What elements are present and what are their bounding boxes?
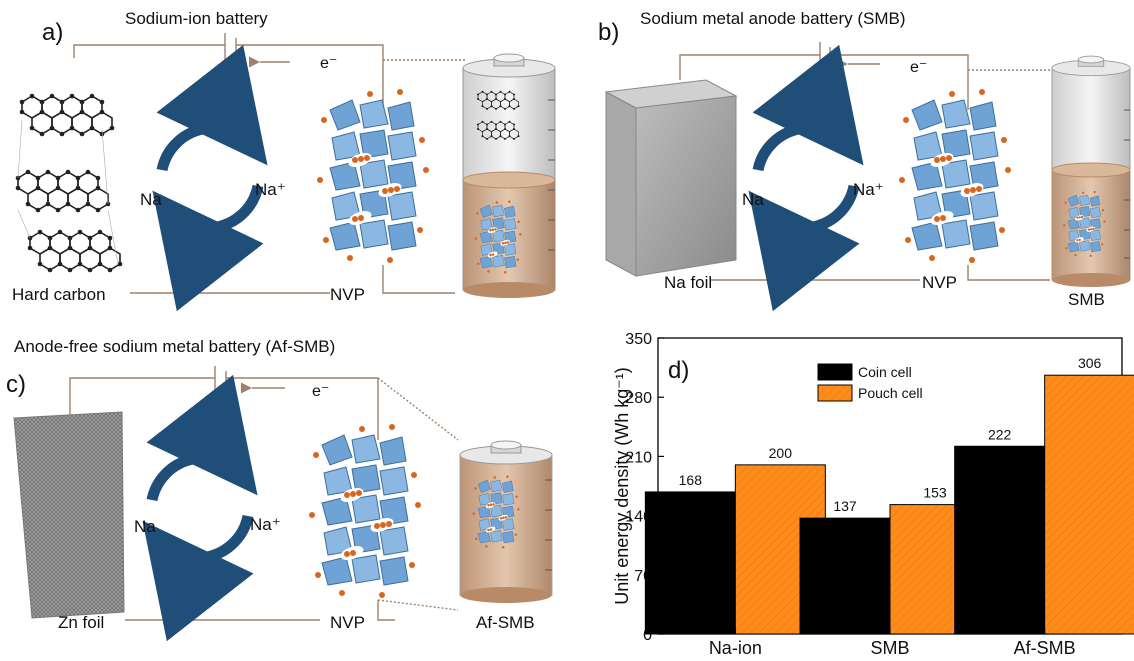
panel-b-cycle-arrows xyxy=(758,128,854,228)
x-tick-label: Af-SMB xyxy=(1014,638,1076,656)
y-tick-label: 0 xyxy=(643,627,652,644)
panel-d-letter: d) xyxy=(668,357,689,384)
panel-b-anode-label: Na foil xyxy=(664,273,712,292)
panel-b-battery-cell xyxy=(1051,55,1131,287)
na-foil-anode xyxy=(604,79,738,277)
panel-a-nvp-crystal xyxy=(316,88,430,264)
y-axis-label: Unit energy density (Wh kg⁻¹) xyxy=(612,367,632,605)
panel-c-na-label: Na xyxy=(134,517,156,536)
bar-pouch-2 xyxy=(1044,374,1134,635)
y-tick-label: 350 xyxy=(625,331,652,348)
panel-c-electron: e⁻ xyxy=(312,383,329,400)
panel-a-letter: a) xyxy=(42,19,63,46)
y-tick-label: 280 xyxy=(625,390,652,407)
data-label: 306 xyxy=(1078,355,1102,371)
panel-c-title: Anode-free sodium metal battery (Af-SMB) xyxy=(14,337,335,356)
x-tick-label: Na-ion xyxy=(709,638,762,656)
panel-c-cycle-arrows xyxy=(152,458,248,558)
x-tick-label: SMB xyxy=(870,638,909,656)
panel-c: Anode-free sodium metal battery (Af-SMB)… xyxy=(6,337,553,632)
panel-c-anode-label: Zn foil xyxy=(58,613,104,632)
panel-a-battery-cell xyxy=(462,53,556,298)
panel-b-na-plus-label: Na⁺ xyxy=(853,180,884,199)
panel-a: a) Sodium-ion battery e⁻ Hard carbon xyxy=(12,9,556,304)
panel-b: b) Sodium metal anode battery (SMB) e⁻ N… xyxy=(598,9,1131,309)
panel-c-na-plus-label: Na⁺ xyxy=(250,515,281,534)
panel-a-electron: e⁻ xyxy=(320,55,337,72)
panel-b-electron: e⁻ xyxy=(910,59,927,76)
panel-b-title: Sodium metal anode battery (SMB) xyxy=(640,9,906,28)
legend-swatch-pouch xyxy=(817,384,853,402)
panel-a-na-label: Na xyxy=(140,190,162,209)
panel-c-nvp-crystal xyxy=(308,423,422,599)
panel-b-cathode-label: NVP xyxy=(922,273,957,292)
data-label: 137 xyxy=(833,498,857,514)
legend-label: Pouch cell xyxy=(858,385,923,401)
panel-a-cycle-arrows xyxy=(162,128,258,228)
panel-c-cathode-label: NVP xyxy=(330,613,365,632)
panel-b-nvp-crystal xyxy=(898,88,1012,264)
panel-b-circuit xyxy=(679,42,1055,281)
hard-carbon-anode xyxy=(14,92,124,274)
panel-a-circuit xyxy=(73,33,465,294)
bar-coin-0 xyxy=(644,491,736,635)
data-label: 200 xyxy=(769,445,793,461)
legend-label: Coin cell xyxy=(858,364,912,380)
data-label: 153 xyxy=(923,485,947,501)
panel-c-battery-cell xyxy=(459,440,553,603)
data-label: 168 xyxy=(679,472,703,488)
bar-coin-2 xyxy=(954,445,1046,635)
panel-b-na-label: Na xyxy=(742,190,764,209)
panel-c-circuit xyxy=(69,366,459,621)
data-label: 222 xyxy=(988,426,1012,442)
zn-foil-anode xyxy=(13,411,125,619)
panel-b-letter: b) xyxy=(598,19,619,46)
panel-a-na-plus-label: Na⁺ xyxy=(255,180,286,199)
panel-a-anode-label: Hard carbon xyxy=(12,285,106,304)
bar-coin-1 xyxy=(799,517,891,635)
panel-b-cell-label: SMB xyxy=(1068,290,1105,309)
panel-c-letter: c) xyxy=(6,371,26,398)
panel-a-cathode-label: NVP xyxy=(330,285,365,304)
panel-c-cell-label: Af-SMB xyxy=(476,613,535,632)
y-tick-label: 210 xyxy=(625,449,652,466)
panel-a-title: Sodium-ion battery xyxy=(125,9,268,28)
legend-swatch-coin xyxy=(817,363,853,381)
